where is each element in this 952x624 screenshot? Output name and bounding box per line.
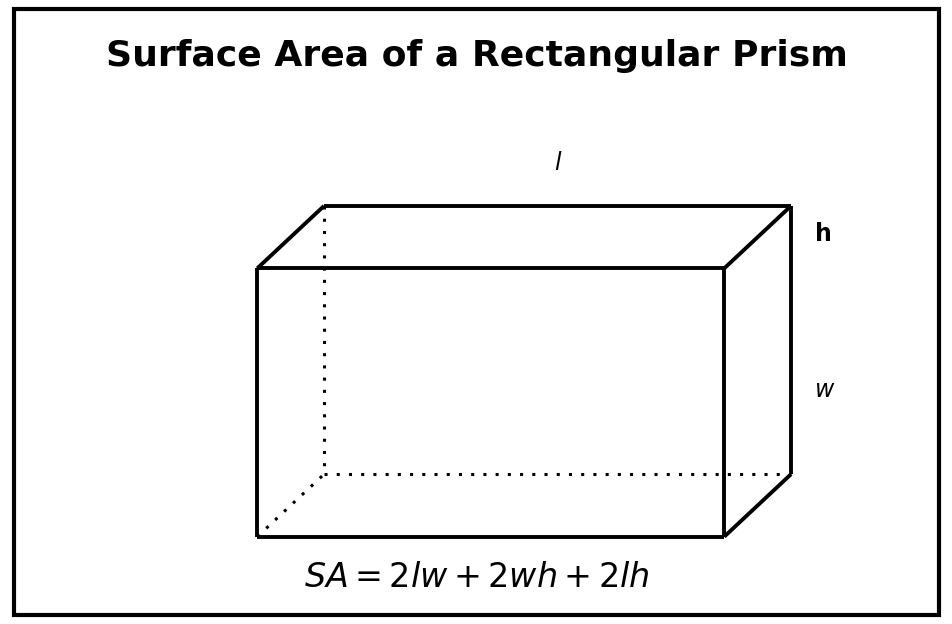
Text: Surface Area of a Rectangular Prism: Surface Area of a Rectangular Prism [106, 39, 846, 73]
Text: h: h [814, 222, 831, 246]
Text: w: w [814, 378, 833, 402]
Text: l: l [554, 151, 560, 175]
Text: $SA = 2lw + 2wh + 2lh$: $SA = 2lw + 2wh + 2lh$ [304, 561, 648, 593]
